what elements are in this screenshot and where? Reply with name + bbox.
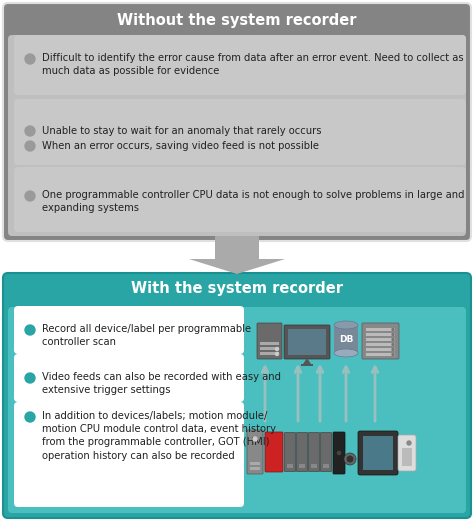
- Bar: [366, 328, 395, 331]
- Circle shape: [392, 339, 394, 341]
- Text: Unable to stay to wait for an anomaly that rarely occurs: Unable to stay to wait for an anomaly th…: [42, 126, 321, 136]
- FancyBboxPatch shape: [358, 431, 398, 475]
- FancyBboxPatch shape: [297, 432, 308, 472]
- Circle shape: [392, 329, 394, 330]
- Circle shape: [253, 437, 257, 441]
- Bar: [299, 464, 305, 468]
- FancyBboxPatch shape: [8, 35, 466, 236]
- Circle shape: [25, 141, 35, 151]
- FancyBboxPatch shape: [14, 167, 466, 232]
- FancyBboxPatch shape: [3, 273, 471, 518]
- FancyBboxPatch shape: [14, 35, 466, 95]
- Bar: [366, 338, 395, 341]
- FancyBboxPatch shape: [14, 306, 244, 354]
- Text: Without the system recorder: Without the system recorder: [117, 14, 357, 29]
- FancyBboxPatch shape: [14, 99, 466, 165]
- Circle shape: [275, 353, 279, 355]
- Bar: [366, 348, 395, 351]
- Bar: [366, 332, 395, 336]
- Circle shape: [25, 54, 35, 64]
- Text: Video feeds can also be recorded with easy and
extensive trigger settings: Video feeds can also be recorded with ea…: [42, 372, 281, 395]
- Text: One programmable controller CPU data is not enough to solve problems in large an: One programmable controller CPU data is …: [42, 190, 465, 213]
- FancyBboxPatch shape: [14, 402, 244, 507]
- Ellipse shape: [346, 455, 354, 463]
- Bar: [250, 462, 260, 465]
- FancyBboxPatch shape: [3, 3, 471, 241]
- Bar: [334, 325, 358, 353]
- Circle shape: [392, 354, 394, 355]
- FancyBboxPatch shape: [247, 430, 263, 474]
- Ellipse shape: [336, 450, 342, 456]
- Circle shape: [392, 343, 394, 345]
- Ellipse shape: [334, 321, 358, 329]
- Text: When an error occurs, saving video feed is not possible: When an error occurs, saving video feed …: [42, 141, 319, 151]
- Text: Record all device/label per programmable
controller scan: Record all device/label per programmable…: [42, 324, 251, 347]
- Bar: [260, 347, 279, 350]
- FancyBboxPatch shape: [14, 354, 244, 402]
- Polygon shape: [303, 358, 311, 364]
- Circle shape: [25, 373, 35, 383]
- FancyBboxPatch shape: [284, 325, 330, 359]
- FancyBboxPatch shape: [257, 323, 282, 359]
- Bar: [287, 464, 293, 468]
- Polygon shape: [189, 259, 285, 274]
- Ellipse shape: [334, 349, 358, 357]
- Ellipse shape: [344, 453, 356, 465]
- Bar: [366, 342, 395, 346]
- Bar: [311, 464, 317, 468]
- Text: Difficult to identify the error cause from data after an error event. Need to co: Difficult to identify the error cause fr…: [42, 53, 464, 76]
- Bar: [288, 329, 326, 355]
- FancyBboxPatch shape: [284, 432, 295, 472]
- FancyBboxPatch shape: [398, 435, 416, 471]
- Bar: [250, 467, 260, 470]
- Circle shape: [25, 325, 35, 335]
- Text: With the system recorder: With the system recorder: [131, 281, 343, 296]
- Circle shape: [25, 126, 35, 136]
- Bar: [301, 364, 313, 366]
- FancyBboxPatch shape: [320, 432, 331, 472]
- Bar: [323, 464, 329, 468]
- Circle shape: [392, 349, 394, 351]
- Text: In addition to devices/labels; motion module/
motion CPU module control data, ev: In addition to devices/labels; motion mo…: [42, 411, 276, 461]
- FancyBboxPatch shape: [265, 432, 283, 472]
- FancyBboxPatch shape: [8, 307, 466, 513]
- Bar: [402, 448, 412, 466]
- Circle shape: [25, 191, 35, 201]
- FancyBboxPatch shape: [362, 323, 399, 359]
- Bar: [366, 353, 395, 356]
- Bar: [363, 436, 393, 470]
- FancyBboxPatch shape: [333, 432, 345, 474]
- Circle shape: [25, 412, 35, 422]
- Bar: [260, 342, 279, 345]
- Circle shape: [392, 333, 394, 336]
- Polygon shape: [215, 236, 259, 259]
- Circle shape: [275, 348, 279, 351]
- Bar: [260, 352, 279, 355]
- FancyBboxPatch shape: [309, 432, 319, 472]
- Circle shape: [407, 441, 411, 445]
- Text: DB: DB: [339, 334, 353, 343]
